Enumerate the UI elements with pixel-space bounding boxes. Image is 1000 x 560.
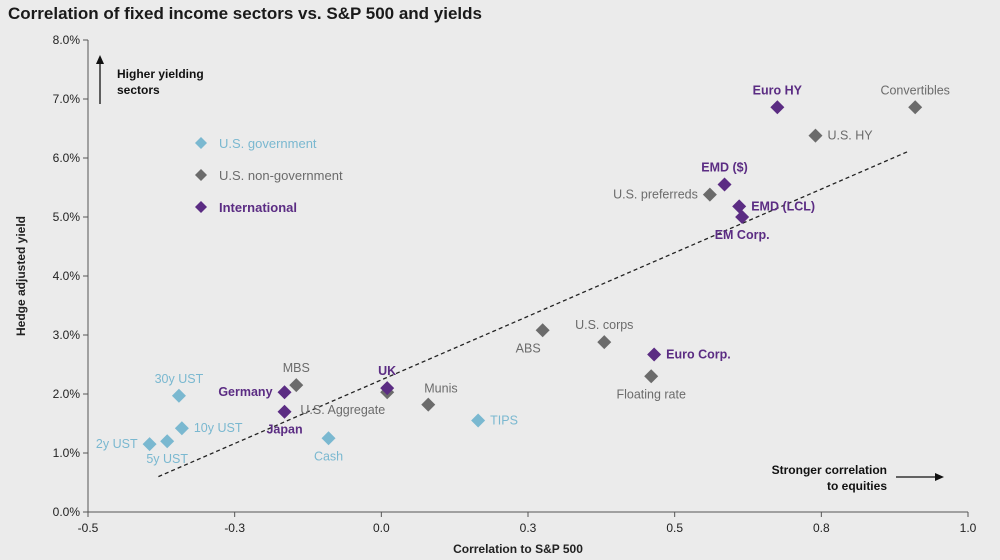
point-label-euro-hy: Euro HY	[753, 83, 803, 97]
point-u-s-hy	[808, 128, 823, 143]
y-tick-label: 6.0%	[53, 151, 81, 165]
point-label-u-s-aggregate: U.S. Aggregate	[300, 403, 385, 417]
point-uk	[380, 381, 395, 396]
point-label-abs: ABS	[516, 341, 541, 355]
point-label-u-s-hy: U.S. HY	[827, 129, 873, 143]
point-emd-lcl	[732, 199, 747, 214]
y-tick-label: 8.0%	[53, 33, 81, 47]
point-convertibles	[908, 100, 923, 115]
point-label-mbs: MBS	[283, 361, 310, 375]
point-labels-layer: 2y UST 5y UST 10y UST 30y UST Cash TIPS MBS U.S…	[96, 83, 950, 466]
point-cash	[321, 431, 336, 446]
point-label-emd-lcl: EMD (LCL)	[751, 199, 815, 213]
point-label-10y-ust: 10y UST	[194, 421, 243, 435]
y-tick-label: 4.0%	[53, 269, 81, 283]
point-label-em-corp: EM Corp.	[715, 228, 770, 242]
point-label-cash: Cash	[314, 449, 343, 463]
x-tick-label: 0.0	[373, 521, 390, 535]
legend: U.S. government U.S. non-government Intern…	[195, 136, 343, 215]
point-mbs	[289, 378, 304, 393]
x-tick-label: -0.3	[224, 521, 245, 535]
point-em-corp	[735, 210, 750, 224]
point-30y-ust	[171, 388, 186, 403]
point-10y-ust	[174, 421, 189, 436]
point-2y-ust	[142, 437, 157, 452]
point-u-s-preferreds	[702, 187, 717, 202]
point-japan	[277, 404, 292, 419]
point-u-s-corps	[597, 335, 612, 350]
point-label-2y-ust: 2y UST	[96, 437, 138, 451]
y-tick-label: 0.0%	[53, 505, 81, 519]
point-label-emd: EMD ($)	[701, 161, 748, 175]
point-label-japan: Japan	[266, 423, 302, 437]
annotation-stronger-corr-line2: to equities	[827, 479, 887, 493]
point-emd	[717, 177, 732, 192]
annotation-stronger-corr-line1: Stronger correlation	[772, 463, 887, 477]
x-tick-label: 0.5	[666, 521, 683, 535]
annotation-higher-yield-line1: Higher yielding	[117, 67, 204, 81]
point-euro-corp	[647, 347, 662, 362]
x-tick-label: 0.3	[520, 521, 537, 535]
up-arrow-head-icon	[96, 55, 104, 64]
point-munis	[421, 397, 436, 412]
x-tick-label: -0.5	[78, 521, 99, 535]
legend-marker-u-s-government	[195, 137, 207, 149]
point-germany	[277, 385, 292, 400]
point-label-munis: Munis	[424, 382, 457, 396]
point-label-floating-rate: Floating rate	[616, 387, 686, 401]
point-label-germany: Germany	[218, 385, 272, 399]
x-tick-label: 0.8	[813, 521, 830, 535]
x-axis-title: Correlation to S&P 500	[453, 542, 583, 556]
right-arrow-head-icon	[935, 473, 944, 481]
chart-title: Correlation of fixed income sectors vs. …	[8, 4, 482, 23]
points-layer	[142, 100, 923, 452]
y-tick-label: 7.0%	[53, 92, 81, 106]
legend-label-international: International	[219, 200, 297, 215]
point-tips	[471, 413, 486, 428]
point-label-uk: UK	[378, 364, 396, 378]
annotation-higher-yield-line2: sectors	[117, 83, 160, 97]
point-5y-ust	[160, 434, 175, 449]
legend-label-u-s-government: U.S. government	[219, 136, 317, 151]
y-tick-label: 3.0%	[53, 328, 81, 342]
x-tick-label: 1.0	[960, 521, 977, 535]
point-label-5y-ust: 5y UST	[146, 452, 188, 466]
trendline	[158, 150, 910, 478]
point-label-u-s-preferreds: U.S. preferreds	[613, 188, 698, 202]
trendline-layer	[158, 150, 910, 478]
point-label-u-s-corps: U.S. corps	[575, 318, 633, 332]
y-tick-label: 5.0%	[53, 210, 81, 224]
point-floating-rate	[644, 369, 659, 384]
annotations-layer: Higher yielding sectors Stronger correlati…	[96, 55, 944, 493]
legend-marker-u-s-non-government	[195, 169, 207, 181]
point-label-30y-ust: 30y UST	[155, 372, 204, 386]
point-abs	[535, 323, 550, 338]
point-euro-hy	[770, 100, 785, 115]
legend-marker-international	[195, 201, 207, 213]
point-label-tips: TIPS	[490, 414, 518, 428]
axes-layer: 0.0% 1.0% 2.0% 3.0% 4.0% 5.0% 6.0% 7.0% 8.0% -0.5…	[14, 33, 977, 556]
legend-label-u-s-non-government: U.S. non-government	[219, 168, 343, 183]
y-axis-title: Hedge adjusted yield	[14, 216, 28, 336]
point-label-euro-corp: Euro Corp.	[666, 347, 731, 361]
y-tick-label: 2.0%	[53, 387, 81, 401]
point-label-convertibles: Convertibles	[880, 83, 949, 97]
y-tick-label: 1.0%	[53, 446, 81, 460]
